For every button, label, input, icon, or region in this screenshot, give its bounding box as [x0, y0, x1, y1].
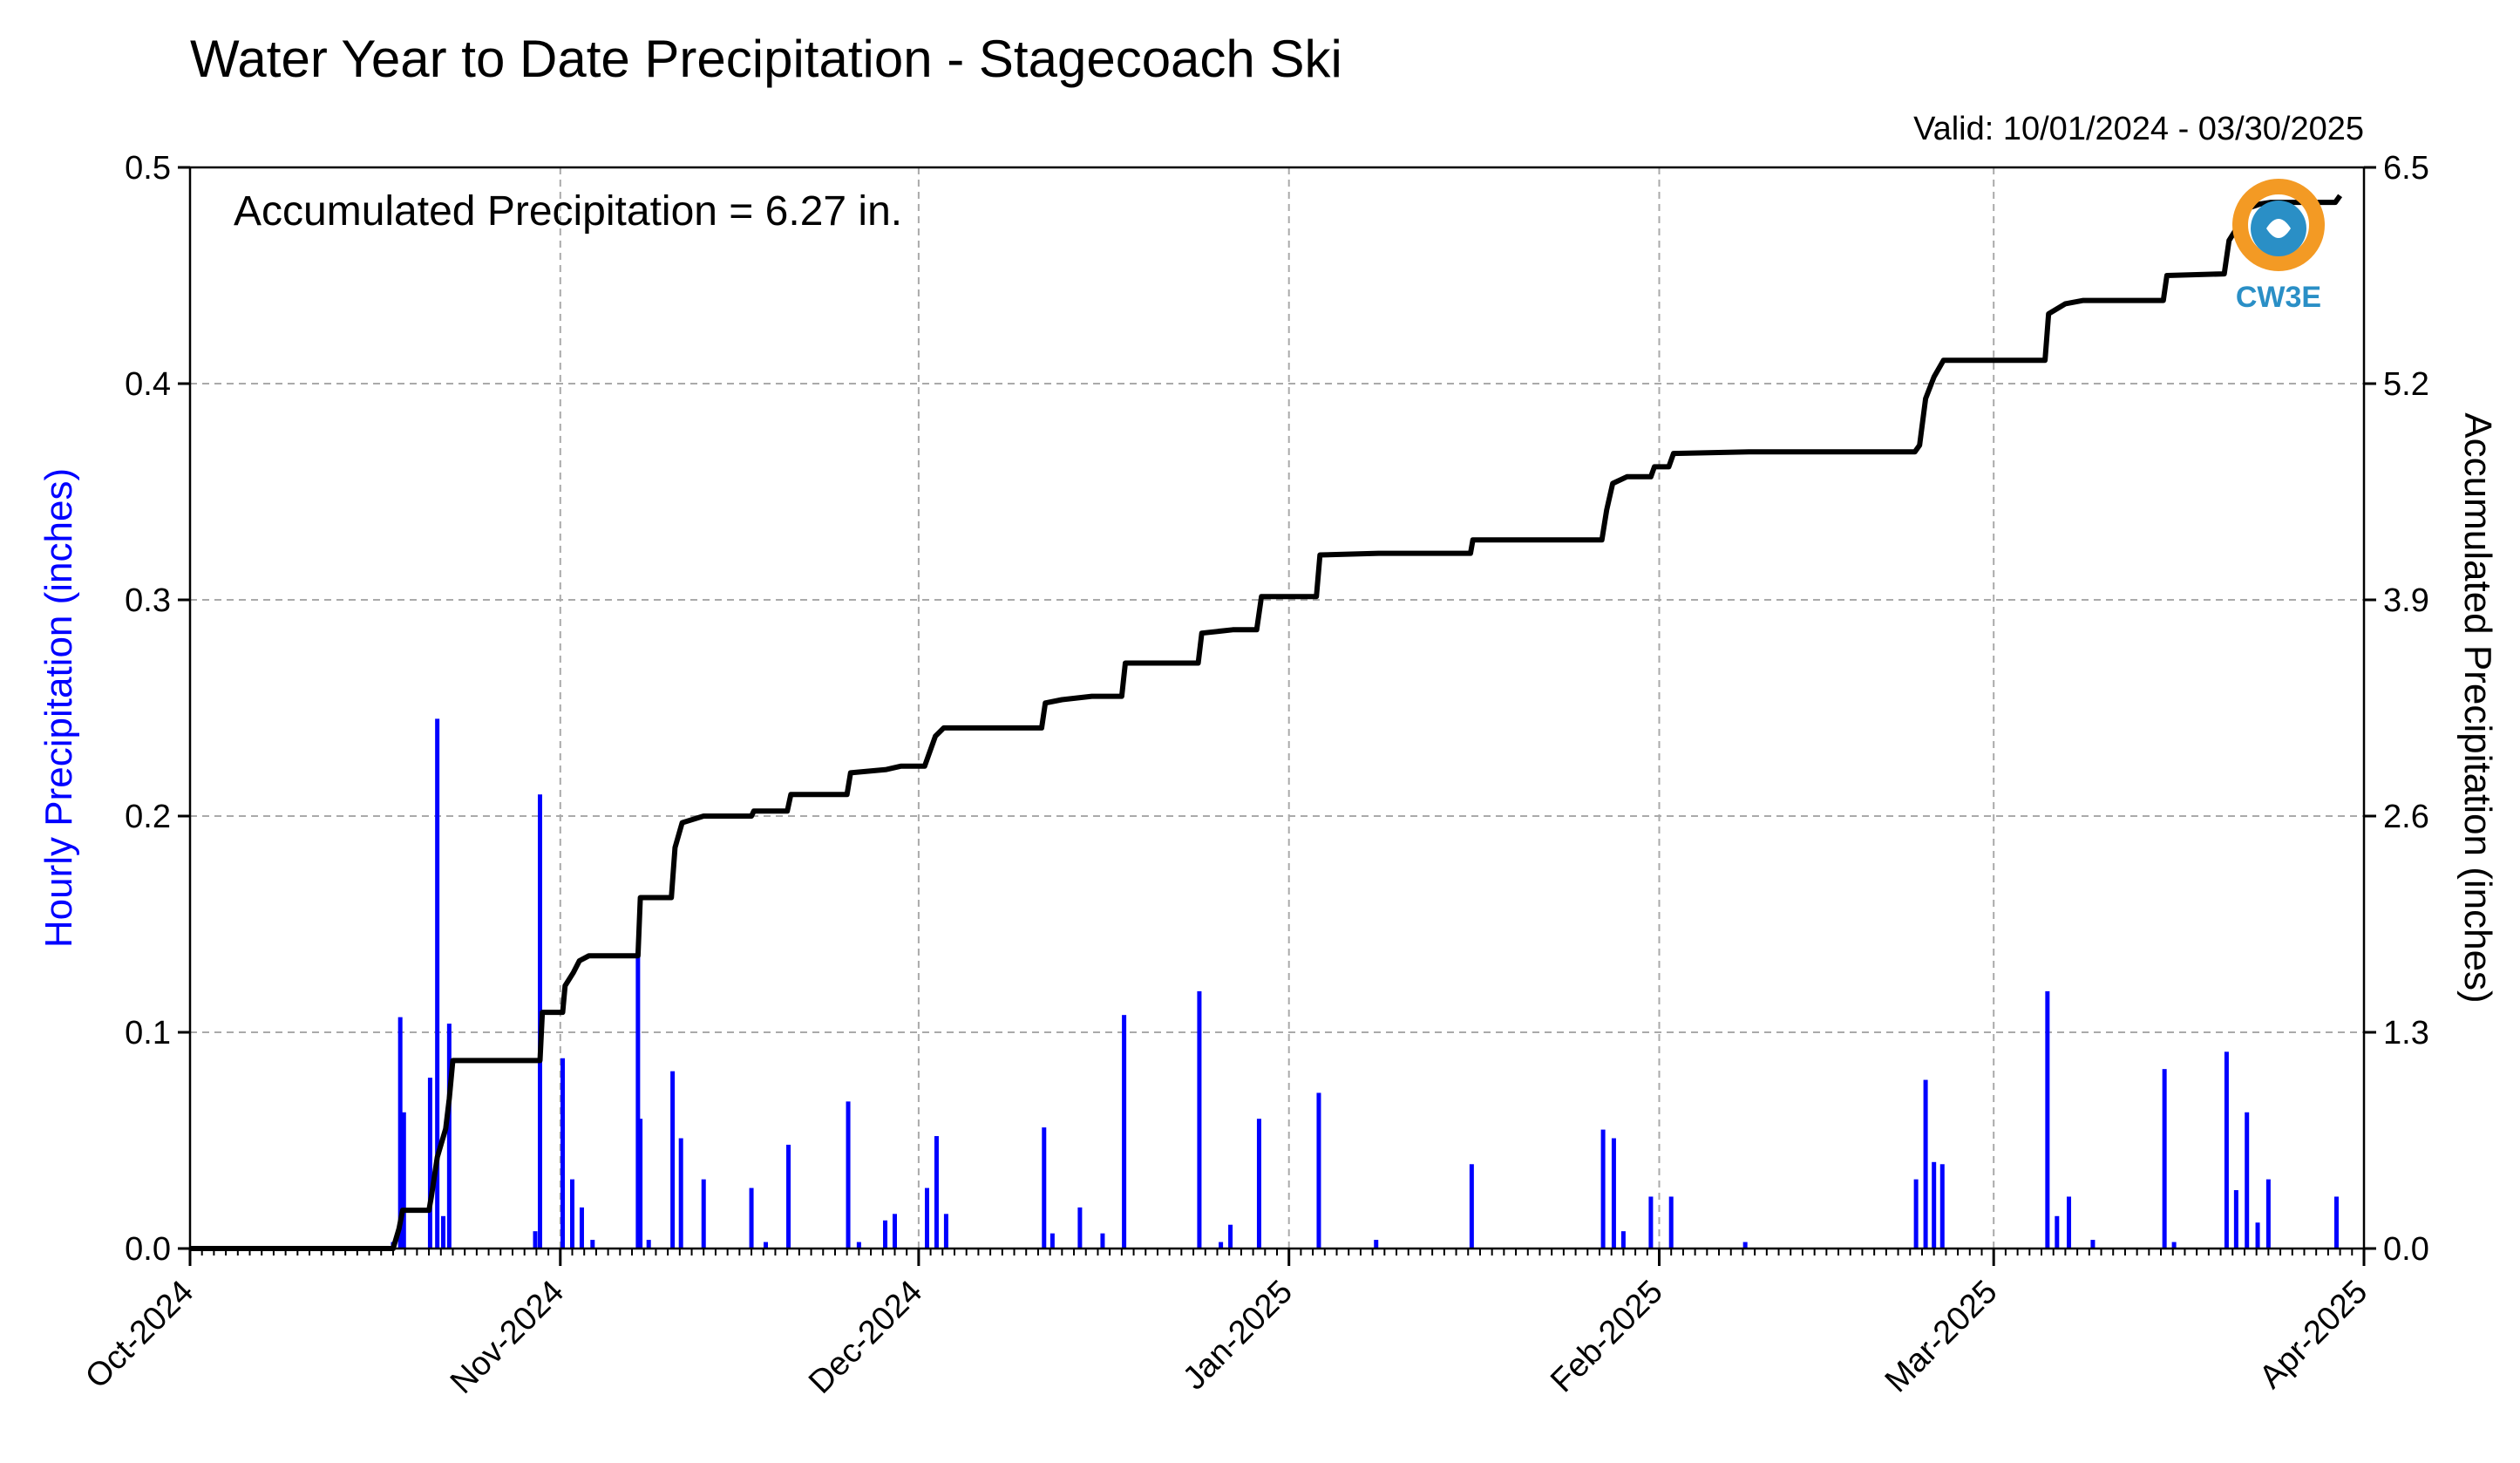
hourly-precip-bar	[2265, 1179, 2271, 1249]
hourly-precip-bar	[646, 1240, 651, 1249]
hourly-precip-bar	[749, 1187, 754, 1249]
hourly-precip-bar	[1923, 1079, 1928, 1249]
hourly-precip-bar	[1668, 1196, 1674, 1249]
hourly-precip-bar	[1219, 1242, 1224, 1249]
hourly-precip-bar	[2045, 990, 2050, 1249]
hourly-precip-bar	[2055, 1215, 2060, 1249]
hourly-precip-bar	[441, 1215, 446, 1249]
hourly-precip-bar	[1620, 1231, 1626, 1249]
hourly-precip-bar	[943, 1214, 948, 1249]
hourly-precip-bar	[2162, 1069, 2167, 1249]
hourly-precip-bar	[579, 1207, 584, 1249]
right-y-tick-label: 6.5	[2383, 150, 2429, 187]
hourly-precip-bar	[924, 1187, 929, 1249]
hourly-precip-bar	[678, 1138, 683, 1249]
hourly-precip-bar	[435, 718, 440, 1249]
hourly-precip-bar	[670, 1071, 676, 1249]
left-y-tick-label: 0.3	[125, 582, 171, 619]
hourly-precip-bar	[763, 1242, 768, 1249]
hourly-precip-bar	[1932, 1161, 1937, 1249]
hourly-precip-bar	[1939, 1164, 1945, 1249]
logo-text: CW3E	[2236, 281, 2321, 314]
hourly-precip-bar	[1100, 1233, 1105, 1249]
hourly-precip-bar	[1256, 1119, 1261, 1249]
hourly-precip-bar	[397, 1017, 403, 1249]
hourly-precip-bar	[1228, 1224, 1233, 1249]
hourly-precip-bar	[1648, 1196, 1654, 1249]
hourly-precip-bar	[2245, 1112, 2250, 1249]
hourly-precip-bar	[701, 1179, 706, 1249]
right-y-tick-label: 3.9	[2383, 582, 2429, 619]
hourly-precip-bar	[1197, 990, 1202, 1249]
accumulated-precipitation-line-group	[190, 194, 2343, 1251]
hourly-precip-bar	[446, 1024, 452, 1249]
accumulated-total-annotation: Accumulated Precipitation = 6.27 in.	[234, 188, 902, 235]
hourly-precip-bar	[560, 1058, 566, 1249]
hourly-precip-bar	[2255, 1222, 2260, 1249]
hourly-precip-bar	[401, 1112, 406, 1249]
hourly-precip-bar	[2090, 1240, 2095, 1249]
left-y-tick-label: 0.1	[125, 1015, 171, 1051]
hourly-precip-bar	[533, 1231, 538, 1249]
hourly-precip-bar	[1374, 1240, 1379, 1249]
accumulated-precip-line	[190, 194, 2343, 1251]
hourly-precip-bar	[883, 1220, 888, 1249]
right-y-tick-label: 1.3	[2383, 1015, 2429, 1051]
logo-swirl-icon	[2266, 219, 2291, 238]
hourly-precip-bar	[1042, 1127, 1047, 1249]
left-y-tick-label: 0.4	[125, 366, 171, 403]
hourly-precip-bar	[1913, 1179, 1919, 1249]
right-y-tick-label: 5.2	[2383, 366, 2429, 403]
left-y-tick-label: 0.0	[125, 1231, 171, 1268]
hourly-precip-bar	[2067, 1196, 2072, 1249]
hourly-precip-bar	[934, 1136, 939, 1249]
hourly-precip-bar	[570, 1179, 575, 1249]
hourly-precip-bar	[1122, 1015, 1127, 1249]
hourly-precip-bar	[1049, 1233, 1055, 1249]
hourly-precip-bar	[635, 954, 641, 1249]
hourly-precip-bar	[892, 1214, 897, 1249]
hourly-precip-bar	[2224, 1051, 2229, 1249]
hourly-precip-bar	[638, 1119, 643, 1249]
hourly-precip-bar	[1600, 1129, 1606, 1249]
left-y-tick-label: 0.5	[125, 150, 171, 187]
hourly-precip-bar	[846, 1101, 851, 1249]
chart-subtitle: Valid: 10/01/2024 - 03/30/2025	[1913, 111, 2364, 147]
hourly-precip-bar	[1469, 1164, 1474, 1249]
logo-ring	[2232, 179, 2325, 271]
left-y-tick-label: 0.2	[125, 799, 171, 835]
hourly-precip-bar	[1742, 1242, 1748, 1249]
right-y-tick-label: 0.0	[2383, 1231, 2429, 1268]
chart-title: Water Year to Date Precipitation - Stage…	[190, 30, 1342, 88]
hourly-precip-bar	[1077, 1207, 1083, 1249]
hourly-precip-bar	[427, 1078, 432, 1249]
hourly-precip-bar	[1316, 1092, 1321, 1249]
hourly-precip-bar	[856, 1242, 861, 1249]
right-y-tick-label: 2.6	[2383, 799, 2429, 835]
hourly-precip-bar	[2333, 1196, 2339, 1249]
grid-lines	[190, 167, 2364, 1249]
hourly-precip-bar	[2171, 1242, 2177, 1249]
right-axis-label: Accumulated Precipitation (inches)	[2456, 412, 2499, 1003]
hourly-precip-bar	[1611, 1138, 1616, 1249]
left-axis-label: Hourly Precipitation (inches)	[37, 468, 80, 948]
cw3e-logo: CW3E	[2232, 179, 2325, 314]
hourly-precip-bar	[2233, 1190, 2238, 1249]
hourly-precip-bar	[590, 1240, 595, 1249]
hourly-precip-bar	[786, 1144, 791, 1249]
